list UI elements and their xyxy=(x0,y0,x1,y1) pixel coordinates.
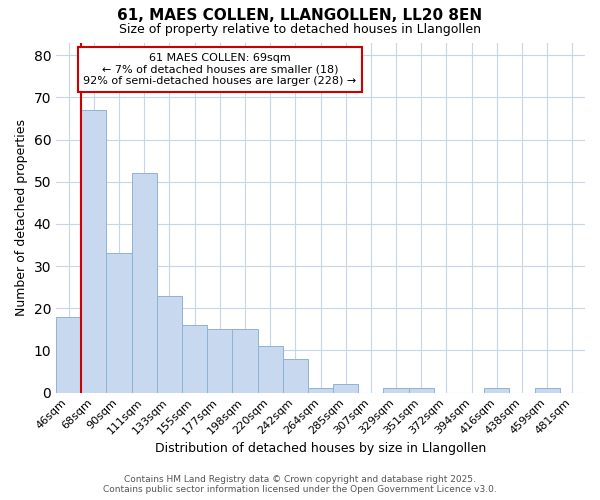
Bar xyxy=(308,388,333,392)
Bar xyxy=(207,330,232,392)
Bar xyxy=(157,296,182,392)
Bar xyxy=(535,388,560,392)
Bar xyxy=(56,316,81,392)
Bar xyxy=(131,174,157,392)
Text: Size of property relative to detached houses in Llangollen: Size of property relative to detached ho… xyxy=(119,22,481,36)
Bar xyxy=(81,110,106,393)
Bar xyxy=(257,346,283,393)
Y-axis label: Number of detached properties: Number of detached properties xyxy=(15,119,28,316)
X-axis label: Distribution of detached houses by size in Llangollen: Distribution of detached houses by size … xyxy=(155,442,486,455)
Bar xyxy=(409,388,434,392)
Bar xyxy=(333,384,358,392)
Bar xyxy=(182,325,207,392)
Text: 61, MAES COLLEN, LLANGOLLEN, LL20 8EN: 61, MAES COLLEN, LLANGOLLEN, LL20 8EN xyxy=(118,8,482,22)
Text: 61 MAES COLLEN: 69sqm
← 7% of detached houses are smaller (18)
92% of semi-detac: 61 MAES COLLEN: 69sqm ← 7% of detached h… xyxy=(83,53,356,86)
Bar xyxy=(106,254,131,392)
Bar xyxy=(484,388,509,392)
Text: Contains HM Land Registry data © Crown copyright and database right 2025.
Contai: Contains HM Land Registry data © Crown c… xyxy=(103,474,497,494)
Bar xyxy=(232,330,257,392)
Bar xyxy=(283,359,308,392)
Bar xyxy=(383,388,409,392)
